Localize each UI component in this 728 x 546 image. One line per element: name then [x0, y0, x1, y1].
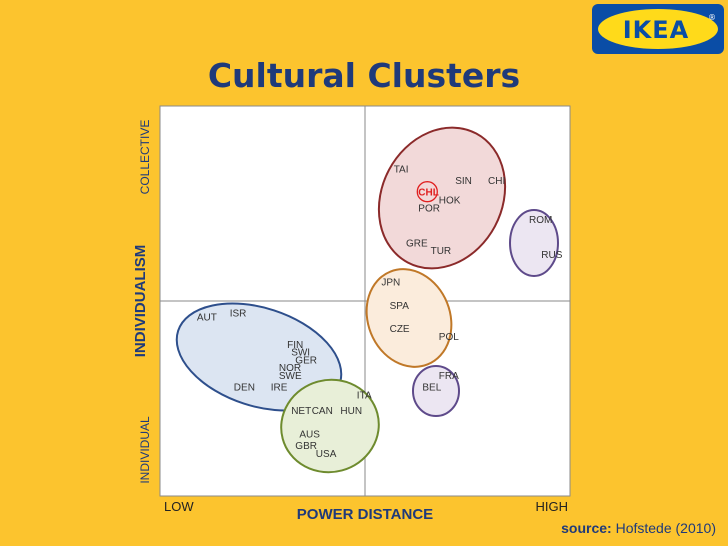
y-tick-label-collective: COLLECTIVE	[138, 120, 152, 195]
point-label: NOR	[279, 363, 301, 374]
cluster-ellipse	[365, 268, 453, 368]
point-label: SIN	[455, 176, 472, 187]
point-label: SWE	[279, 371, 302, 382]
point-label: FRA	[439, 371, 459, 382]
point-label: AUT	[197, 313, 217, 324]
point-label: HOK	[439, 196, 461, 207]
source-note: source: Hofstede (2010)	[561, 520, 716, 536]
point-label: DEN	[234, 383, 255, 394]
source-text: Hofstede (2010)	[615, 520, 716, 536]
point-label: USA	[316, 449, 337, 460]
point-label: CZE	[390, 324, 410, 335]
cluster-group	[175, 126, 559, 474]
point-label: CHI	[488, 176, 505, 187]
cluster-ellipse	[412, 365, 460, 417]
point-label: IRE	[271, 383, 288, 394]
x-tick-label-low: LOW	[164, 499, 194, 514]
svg-text:®: ®	[708, 13, 716, 22]
point-label: POL	[439, 332, 459, 343]
point-label: NET	[291, 406, 311, 417]
point-label: RUS	[541, 250, 562, 261]
x-axis-label: POWER DISTANCE	[297, 506, 433, 523]
point-label: BEL	[422, 383, 441, 394]
y-axis-label: INDIVIDUALISM	[132, 245, 149, 358]
page-title: Cultural Clusters	[207, 56, 521, 95]
point-label: AUS	[299, 430, 320, 441]
cluster-ellipse	[377, 126, 507, 270]
point-label: GBR	[295, 441, 317, 452]
point-label: GRE	[406, 238, 428, 249]
point-label: SPA	[390, 301, 410, 312]
point-label: ITA	[357, 391, 372, 402]
svg-text:IKEA: IKEA	[623, 16, 690, 44]
point-label: CHL	[418, 188, 439, 199]
highlight-circle	[416, 181, 438, 203]
x-tick-label-high: HIGH	[536, 499, 569, 514]
point-label: TUR	[431, 246, 452, 257]
cluster-ellipse	[509, 209, 559, 277]
point-label: FIN	[287, 340, 303, 351]
point-label: CAN	[312, 406, 333, 417]
source-label: source:	[561, 520, 612, 536]
point-label: TAI	[394, 164, 409, 175]
ikea-logo: IKEA ®	[592, 4, 724, 59]
point-label: GER	[295, 355, 317, 366]
cluster-ellipse	[280, 378, 380, 474]
point-label: SWI	[291, 348, 310, 359]
point-label: ISR	[230, 309, 247, 320]
point-label: POR	[418, 203, 440, 214]
point-label: ROM	[529, 215, 552, 226]
point-label: JPN	[381, 277, 400, 288]
y-tick-label-individual: INDIVIDUAL	[138, 416, 152, 484]
point-label: HUN	[340, 406, 362, 417]
